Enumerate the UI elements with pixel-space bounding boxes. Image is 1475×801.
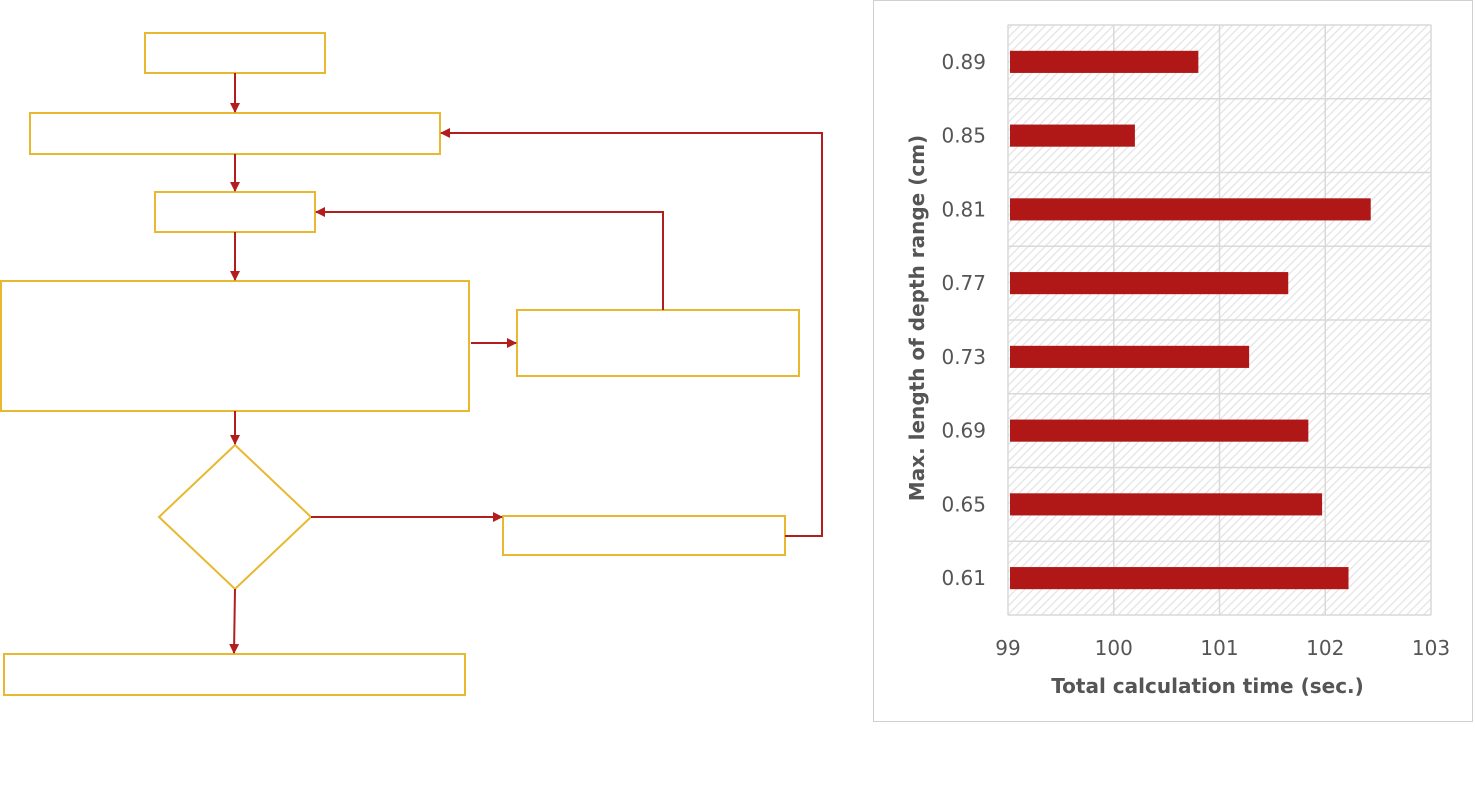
bar-0.69 [1010, 419, 1309, 442]
x-tick-label: 102 [1306, 636, 1344, 660]
grid-lines [1007, 24, 1432, 616]
flow-box-start [144, 32, 326, 74]
bar-0.77 [1010, 272, 1289, 295]
bar-0.89 [1010, 50, 1199, 73]
x-tick-label: 99 [995, 636, 1020, 660]
flow-arrow-loop-outer [440, 128, 823, 537]
chart-panel: 0.61 0.65 0.69 0.73 0.77 0.81 0.85 0.89 99 100 10… [873, 0, 1473, 722]
y-tick-label: 0.61 [941, 566, 986, 590]
x-tick-label: 100 [1095, 636, 1133, 660]
y-tick-label: 0.65 [941, 492, 986, 516]
flowchart [0, 32, 823, 696]
flow-box-side-lower [502, 515, 786, 556]
flow-decision-diamond [157, 443, 313, 591]
x-tick-label: 101 [1200, 636, 1238, 660]
y-tick-label: 0.85 [941, 124, 986, 148]
flow-arrow-loop-inner [315, 207, 664, 310]
y-tick-labels: 0.61 0.65 0.69 0.73 0.77 0.81 0.85 0.89 [941, 50, 986, 590]
bar-0.61 [1010, 567, 1349, 590]
flow-box-step-2 [29, 112, 441, 155]
x-axis-title: Total calculation time (sec.) [1051, 674, 1364, 698]
bars [1010, 50, 1371, 590]
x-tick-labels: 99 100 101 102 103 [995, 636, 1450, 660]
y-tick-label: 0.89 [941, 50, 986, 74]
flow-box-step-3 [154, 191, 316, 233]
bar-0.85 [1010, 124, 1135, 147]
bar-0.73 [1010, 345, 1250, 368]
flow-box-end [3, 653, 466, 696]
x-tick-label: 103 [1412, 636, 1450, 660]
y-axis-title: Max. length of depth range (cm) [905, 135, 929, 501]
bar-0.65 [1010, 493, 1323, 516]
y-tick-label: 0.69 [941, 419, 986, 443]
flow-arrow-7 [229, 588, 240, 654]
bar-chart: 0.61 0.65 0.69 0.73 0.77 0.81 0.85 0.89 99 100 10… [905, 24, 1450, 698]
y-tick-label: 0.81 [941, 197, 986, 221]
flow-box-step-4 [0, 280, 470, 412]
y-tick-label: 0.77 [941, 271, 986, 295]
y-tick-label: 0.73 [941, 345, 986, 369]
flow-box-side-upper [516, 309, 800, 377]
bar-0.81 [1010, 198, 1371, 221]
